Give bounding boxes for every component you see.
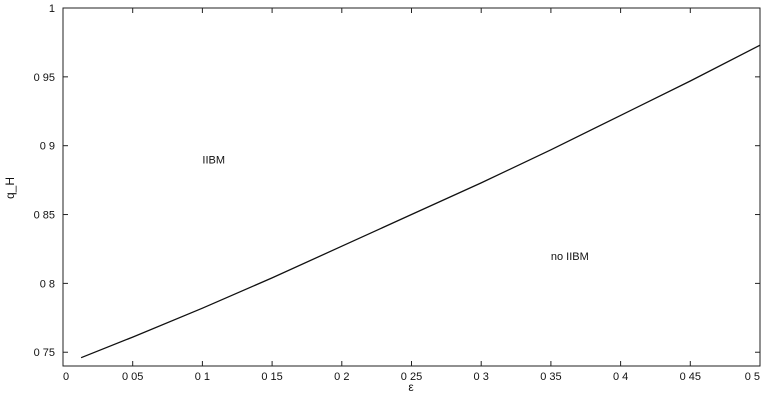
y-tick-label: 0 8 bbox=[40, 278, 55, 290]
x-axis-label: ε bbox=[408, 380, 414, 394]
y-tick-label: 0 85 bbox=[34, 210, 55, 222]
annotation-label: no IIBM bbox=[551, 251, 589, 263]
plot-frame bbox=[62, 7, 761, 367]
x-tick-label: 0 15 bbox=[261, 371, 282, 383]
y-axis-label: q_H bbox=[3, 177, 17, 199]
y-axis: 0 75 0 8 0 85 0 9 0 95 1 bbox=[34, 3, 760, 359]
x-tick-label: 0 1 bbox=[195, 371, 210, 383]
x-tick-label: 0 5 bbox=[745, 371, 760, 383]
x-tick-label: 0 2 bbox=[334, 371, 349, 383]
y-tick-label: 0 9 bbox=[40, 141, 55, 153]
x-tick-label: 0 35 bbox=[540, 371, 561, 383]
x-tick-label: 0 bbox=[63, 371, 69, 383]
annotation-label: IIBM bbox=[202, 154, 225, 166]
y-tick-label: 0 75 bbox=[34, 347, 55, 359]
x-tick-label: 0 25 bbox=[401, 371, 422, 383]
x-tick-label: 0 45 bbox=[680, 371, 701, 383]
x-axis: 0 0 05 0 1 0 15 0 2 0 25 0 3 0 35 0 4 0 45 0 5 bbox=[62, 8, 761, 383]
x-tick-label: 0 3 bbox=[474, 371, 489, 383]
y-tick-label: 0 95 bbox=[34, 72, 55, 84]
y-tick-label: 1 bbox=[49, 3, 55, 15]
series-line bbox=[80, 44, 761, 359]
x-tick-label: 0 4 bbox=[613, 371, 628, 383]
x-tick-label: 0 05 bbox=[122, 371, 143, 383]
annotations: IIBM no IIBM bbox=[202, 154, 588, 262]
